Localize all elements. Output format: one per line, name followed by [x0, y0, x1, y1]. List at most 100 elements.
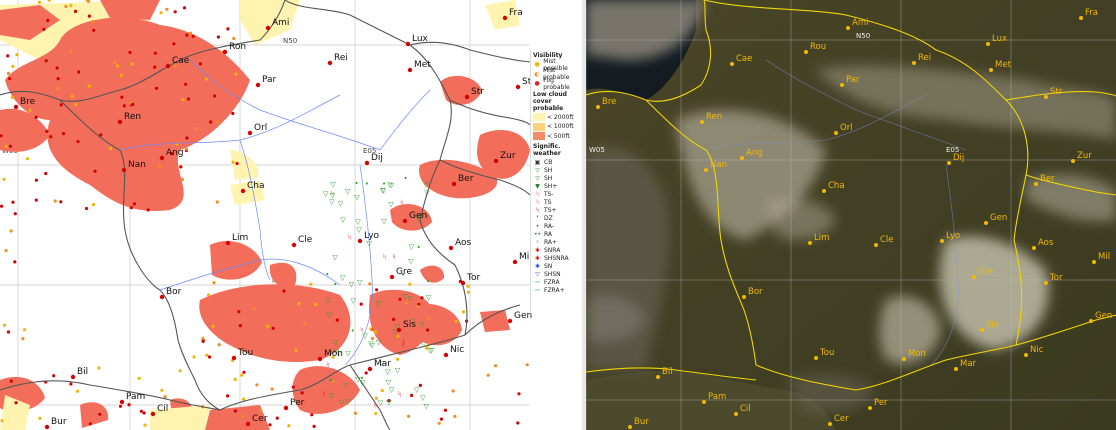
legend-weather-item: • RA-: [531, 222, 579, 230]
mist-dot: [364, 371, 368, 375]
mist-dot: [8, 77, 12, 81]
border-line: [449, 99, 531, 126]
mist-dot: [87, 84, 91, 88]
mist-dot: [139, 409, 143, 413]
city-label: Fra: [1085, 8, 1098, 18]
mist-dot: [282, 289, 286, 293]
cloud-area: [0, 395, 30, 430]
mist-dot: [217, 343, 221, 347]
city-dot: [700, 120, 704, 124]
border-line: [349, 364, 391, 430]
mist-dot: [87, 0, 91, 3]
city-label: Sis: [986, 320, 999, 330]
mist-dot: [163, 395, 167, 399]
fog-probable-icon: ●: [534, 80, 540, 88]
mist-dot: [92, 203, 96, 207]
city-dot: [1044, 95, 1048, 99]
mist-dot: [44, 171, 48, 176]
mist-dot: [6, 330, 10, 334]
legend-weather-item: ✱ SHSNRA: [531, 254, 579, 262]
legend-label: FZRA+: [544, 286, 565, 294]
mist-dot: [97, 366, 101, 370]
city-label: Mar: [960, 359, 977, 369]
mist-dot: [186, 97, 191, 101]
mist-dot: [374, 396, 378, 400]
city-dot: [389, 274, 395, 280]
weather-symbol: ▽: [340, 274, 346, 282]
mist-dot: [76, 389, 80, 393]
border-line: [586, 0, 712, 102]
weather-symbol: •: [426, 277, 430, 285]
weather-symbol: ▽: [414, 386, 420, 394]
city-dot: [502, 15, 508, 21]
border-line: [755, 344, 1017, 391]
weather-symbol: •: [417, 244, 421, 252]
map-legend: Visibility ● Mist possible ◐ Mist probable…: [530, 50, 579, 312]
mist-dot: [99, 133, 103, 137]
weather-symbol-icon: ▽: [535, 174, 540, 182]
mist-dot: [128, 50, 132, 55]
mist-dot: [25, 157, 29, 161]
mist-dot: [461, 310, 465, 314]
legend-low-cloud-title: Low cloud cover probable: [533, 90, 567, 112]
mist-dot: [211, 324, 215, 328]
mist-dot: [184, 82, 188, 86]
mist-dot: [201, 336, 205, 340]
city-dot: [291, 242, 297, 248]
mist-dot: [270, 387, 274, 391]
city-label: Nic: [1030, 345, 1044, 355]
weather-symbol: •: [360, 374, 364, 382]
mist-dot: [21, 337, 25, 341]
border-line: [1005, 91, 1116, 101]
cloud-area: [5, 17, 250, 211]
legend-label: RA+: [544, 238, 558, 246]
mist-dot: [238, 324, 242, 328]
river-line: [239, 139, 271, 281]
cloud-area: [80, 402, 109, 428]
mist-dot: [182, 6, 187, 10]
city-dot: [734, 412, 738, 416]
fog-cloud-areas: [0, 0, 530, 430]
mist-dot: [84, 206, 89, 211]
weather-symbol-icon: ∾: [534, 278, 541, 286]
legend-label: SNRA: [544, 246, 561, 254]
border-line: [0, 0, 286, 102]
weather-symbol: ᛋ: [347, 234, 351, 242]
legend-item: < 500ft: [531, 132, 579, 142]
weather-symbol: ᛋ: [330, 190, 334, 198]
mist-dot: [396, 334, 400, 338]
weather-symbol: ▽: [326, 311, 332, 319]
city-dot: [984, 221, 988, 225]
weather-symbol: ▽: [381, 187, 387, 195]
legend-label: TS-: [544, 190, 554, 198]
city-label: Dij: [953, 153, 964, 163]
mist-dot: [4, 144, 8, 148]
cloud-mass: [879, 296, 941, 364]
mist-dot: [404, 301, 408, 305]
forecast-map-panel: N50N45W05E05▽▽•ᛋᛋᛋ▽▽▽ᛋ▽••▽▽▽ᛋ▽▽▽▽•▽•▽▽▽▽…: [0, 0, 579, 430]
weather-symbol: ᛋ: [402, 338, 406, 346]
river-line: [930, 164, 959, 366]
legend-weather-title: Signific. weather: [533, 143, 561, 157]
city-dot: [1079, 16, 1083, 20]
weather-symbol: ▽: [360, 379, 366, 387]
mist-dot: [314, 302, 318, 307]
city-dot: [596, 105, 600, 109]
mist-dot: [369, 327, 373, 331]
city-label: Bil: [77, 367, 88, 377]
mist-dot: [131, 102, 135, 106]
mist-dot: [64, 4, 68, 9]
river-line: [159, 258, 341, 291]
mist-dot: [486, 373, 490, 377]
city-label: Gen: [990, 213, 1007, 223]
city-label: Tor: [466, 273, 480, 283]
mist-dot: [517, 392, 521, 396]
city-dot: [730, 62, 734, 66]
mist-dot: [233, 377, 237, 381]
weather-symbol: ▽: [380, 187, 386, 195]
weather-symbol: ▽: [376, 300, 382, 308]
mist-dot: [118, 404, 123, 408]
city-label: Ami: [852, 18, 868, 28]
city-dot: [846, 26, 850, 30]
city-label: Mil: [1098, 252, 1110, 262]
